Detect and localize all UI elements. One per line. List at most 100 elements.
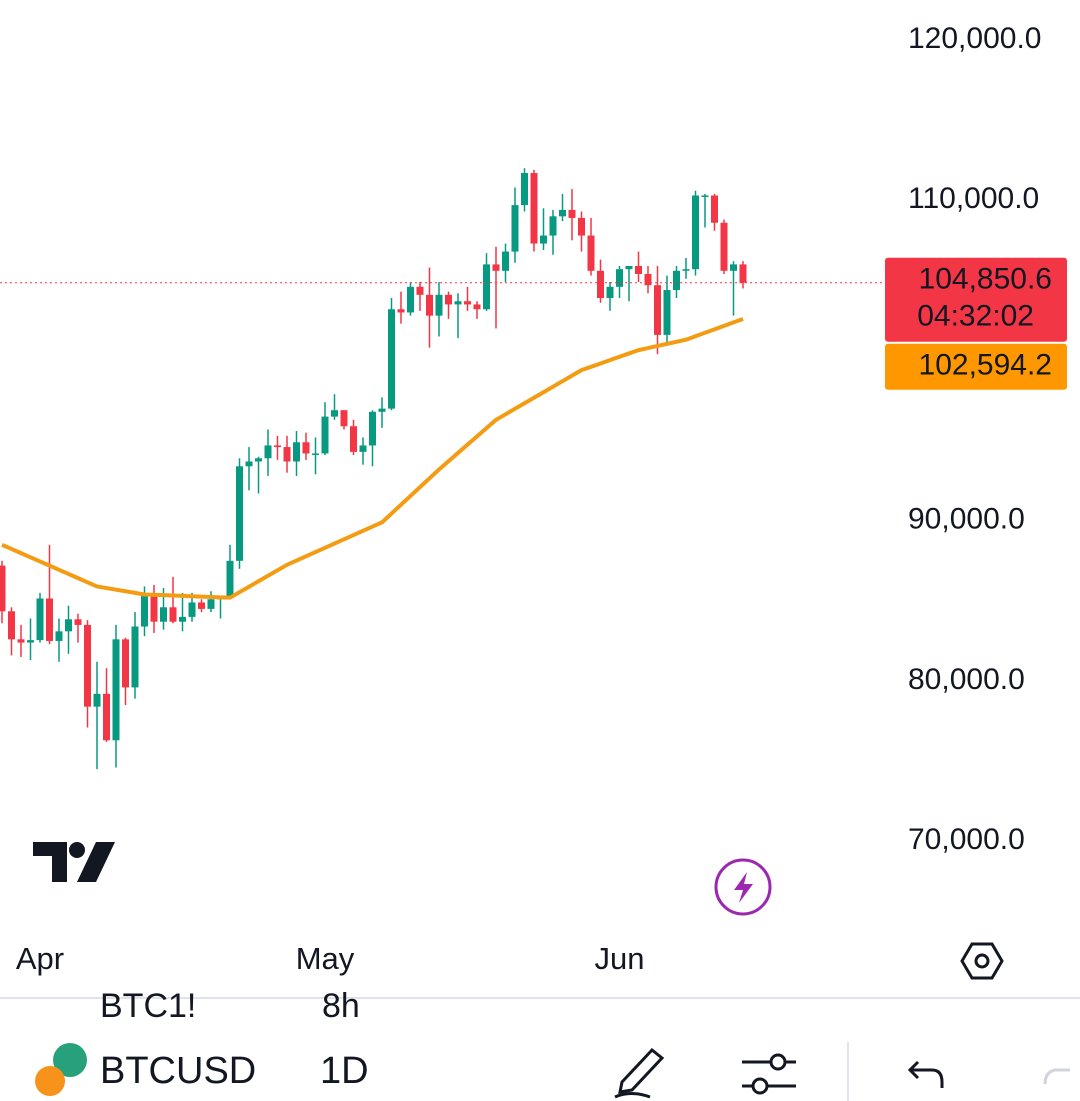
candle-body: [36, 598, 44, 641]
candle-body: [198, 602, 205, 609]
candle-body: [559, 209, 566, 217]
price-box: [885, 257, 1067, 342]
faded-symbol: BTC1!: [100, 987, 196, 1025]
candle-body: [179, 616, 186, 622]
candle-body: [388, 309, 395, 409]
settings-button[interactable]: [960, 942, 1004, 980]
candle-body: [359, 445, 367, 452]
candle-body: [226, 560, 234, 598]
candle-body: [131, 626, 139, 688]
candle-body: [654, 285, 661, 335]
candle-body: [473, 304, 481, 310]
candle-body: [625, 265, 633, 270]
indicators-tool[interactable]: [742, 1053, 796, 1095]
candle-body: [255, 458, 262, 462]
candle-body: [483, 264, 490, 310]
candle-body: [350, 426, 357, 452]
candle-body: [340, 410, 348, 427]
candle-body: [445, 294, 452, 305]
candle-body: [730, 264, 737, 271]
tv-logo: [33, 842, 115, 882]
candle-body: [293, 442, 300, 462]
candle-body: [502, 251, 509, 271]
y-tick-label: 90,000.0: [908, 503, 1025, 536]
candle-body: [549, 216, 557, 236]
candle-body: [160, 607, 167, 622]
candle-body: [302, 442, 310, 454]
candle-body: [673, 270, 680, 291]
candle-body: [511, 205, 519, 252]
candle-body: [321, 416, 329, 454]
candle-body: [0, 565, 6, 612]
candle-body: [644, 274, 652, 286]
candle-body: [274, 445, 281, 448]
candle-body: [8, 611, 15, 640]
plot-area: [0, 168, 747, 770]
candle-body: [720, 222, 728, 271]
candle-body: [492, 264, 500, 271]
candle-body: [692, 195, 699, 270]
candle-body: [103, 693, 110, 741]
candle-body: [711, 195, 718, 223]
moving-average: [1, 317, 744, 600]
x-tick-label: Apr: [16, 941, 64, 976]
candle-body: [663, 290, 671, 335]
candle-body: [369, 411, 376, 446]
y-tick-label: 110,000.0: [908, 182, 1039, 215]
countdown: 04:32:02: [917, 300, 1034, 333]
candle-body: [597, 270, 604, 299]
candle-body: [568, 209, 576, 218]
candle-body: [540, 235, 547, 244]
symbol[interactable]: BTCUSD: [100, 1050, 256, 1092]
x-tick-label: Jun: [595, 941, 645, 976]
candle-body: [122, 639, 129, 688]
symbol-icon: [35, 1043, 87, 1096]
candle-body: [416, 286, 424, 295]
candle-body: [236, 466, 243, 561]
candle-body: [112, 639, 120, 741]
candle-body: [17, 639, 25, 643]
candle-body: [616, 269, 623, 287]
candle-body: [464, 301, 471, 305]
faded-interval: 8h: [322, 987, 360, 1025]
candle-body: [207, 599, 215, 609]
candle-body: [55, 631, 63, 641]
candle-body: [188, 602, 196, 617]
y-tick-label: 70,000.0: [908, 823, 1025, 856]
candle-body: [578, 217, 585, 236]
candle-body: [141, 596, 148, 627]
candle-body: [264, 445, 272, 459]
candle-body: [169, 607, 177, 622]
candle-body: [587, 235, 595, 271]
y-tick-label: 80,000.0: [908, 663, 1025, 696]
ma-box: [885, 343, 1067, 390]
candle-body: [454, 301, 462, 305]
candle-body: [84, 624, 91, 707]
interval[interactable]: 1D: [320, 1050, 369, 1092]
candle-body: [530, 173, 538, 244]
candle-body: [426, 294, 433, 316]
candle-body: [397, 309, 405, 313]
draw-tool[interactable]: [614, 1047, 665, 1099]
candle-body: [65, 619, 72, 632]
candle-body: [701, 195, 709, 197]
redo[interactable]: [1043, 1068, 1070, 1085]
ma-label: 102,594.2: [919, 349, 1052, 382]
candle-body: [407, 286, 414, 313]
lightning-button[interactable]: [714, 858, 772, 916]
candle-body: [378, 408, 386, 412]
candle-body: [606, 286, 614, 299]
candle-body: [331, 410, 338, 417]
candle-body: [283, 447, 291, 462]
candle-body: [74, 619, 82, 625]
candle-body: [150, 596, 158, 622]
undo[interactable]: [907, 1060, 944, 1088]
candle-body: [27, 640, 34, 643]
candle-body: [635, 265, 642, 275]
candle-body: [739, 264, 747, 283]
x-tick-label: May: [296, 941, 355, 976]
candle-body: [435, 294, 443, 316]
candle-body: [245, 461, 253, 467]
candle-body: [521, 173, 528, 206]
